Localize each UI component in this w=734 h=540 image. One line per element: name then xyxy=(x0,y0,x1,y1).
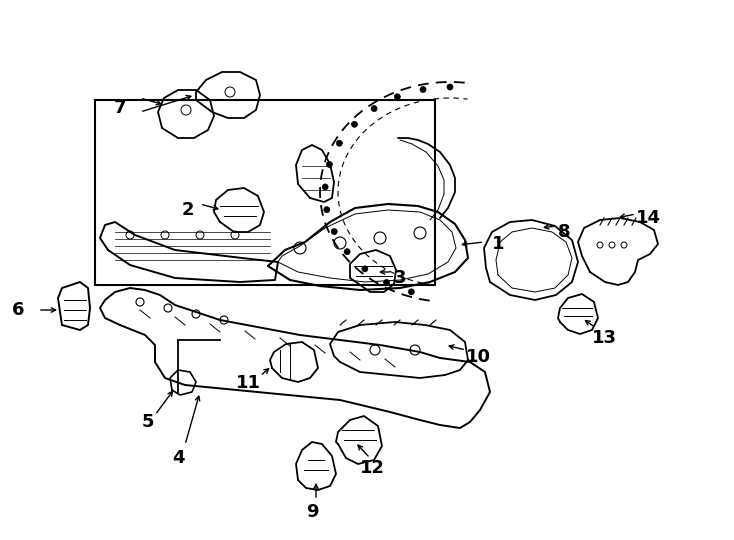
Circle shape xyxy=(420,86,426,92)
Circle shape xyxy=(324,207,330,213)
Circle shape xyxy=(384,280,390,286)
Text: 13: 13 xyxy=(592,329,617,347)
Text: 4: 4 xyxy=(172,449,184,467)
Text: 5: 5 xyxy=(142,413,154,431)
Circle shape xyxy=(331,228,337,234)
Text: 11: 11 xyxy=(236,374,261,392)
Circle shape xyxy=(447,84,453,90)
Circle shape xyxy=(362,266,368,272)
Circle shape xyxy=(344,248,350,255)
Text: 9: 9 xyxy=(306,503,319,521)
Text: 12: 12 xyxy=(360,459,385,477)
Text: 7: 7 xyxy=(114,99,126,117)
Circle shape xyxy=(408,289,415,295)
Circle shape xyxy=(394,94,400,100)
Text: 10: 10 xyxy=(465,348,490,366)
Text: 14: 14 xyxy=(636,209,661,227)
Text: 8: 8 xyxy=(558,223,570,241)
Text: 3: 3 xyxy=(393,269,406,287)
Text: 2: 2 xyxy=(182,201,195,219)
Circle shape xyxy=(322,184,328,190)
Circle shape xyxy=(352,122,357,127)
Bar xyxy=(95,100,435,285)
Circle shape xyxy=(336,140,342,146)
Circle shape xyxy=(327,161,333,167)
Circle shape xyxy=(371,105,377,112)
Text: 6: 6 xyxy=(12,301,24,319)
Text: 1: 1 xyxy=(492,235,504,253)
